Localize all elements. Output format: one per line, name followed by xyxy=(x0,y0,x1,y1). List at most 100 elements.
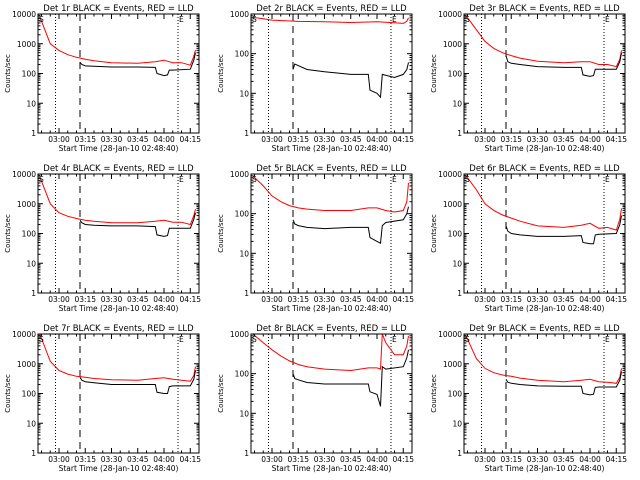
y-tick-label: 1 xyxy=(457,449,462,458)
panel-title: Det 2r BLACK = Events, RED = LLD xyxy=(256,4,407,14)
panel-title: Det 3r BLACK = Events, RED = LLD xyxy=(469,4,620,14)
panel-title: Det 4r BLACK = Events, RED = LLD xyxy=(43,164,194,174)
x-tick-label: 04:00 xyxy=(579,135,601,144)
x-tick-label: 03:45 xyxy=(340,295,362,304)
x-tick-label: 03:45 xyxy=(553,135,575,144)
y-tick-label: 10000 xyxy=(12,330,36,339)
x-tick-label: 04:00 xyxy=(366,295,388,304)
x-axis-label: Start Time (28-Jan-10 02:48:40) xyxy=(485,144,605,153)
plot-frame xyxy=(250,13,413,134)
x-tick-label: 03:30 xyxy=(314,295,336,304)
x-axis-label: Start Time (28-Jan-10 02:48:40) xyxy=(485,464,605,473)
y-tick-label: 1000 xyxy=(443,360,462,369)
panel-title: Det 6r BLACK = Events, RED = LLD xyxy=(469,164,620,174)
y-tick-label: 100 xyxy=(235,370,250,379)
x-tick-label: 03:30 xyxy=(527,135,549,144)
y-tick-label: 1 xyxy=(244,449,249,458)
panel-title: Det 9r BLACK = Events, RED = LLD xyxy=(469,324,620,334)
x-tick-label: 03:15 xyxy=(287,135,309,144)
end-marker-tag: E xyxy=(605,175,610,184)
y-tick-label: 1 xyxy=(457,129,462,138)
y-axis-label: Counts/sec xyxy=(217,54,225,93)
x-tick-label: 03:45 xyxy=(340,135,362,144)
series-line-events xyxy=(79,212,196,237)
y-tick-label: 1000 xyxy=(17,200,36,209)
y-tick-label: 10 xyxy=(26,99,36,108)
detector-panel-7: Det 7r BLACK = Events, RED = LLD 1 10 100 10… xyxy=(4,324,201,473)
y-tick-label: 10000 xyxy=(12,170,36,179)
x-tick-label: 03:15 xyxy=(74,455,96,464)
x-tick-label: 03:30 xyxy=(314,135,336,144)
y-tick-label: 10 xyxy=(452,99,462,108)
x-tick-label: 04:15 xyxy=(179,295,201,304)
x-tick-label: 04:15 xyxy=(605,135,627,144)
y-tick-label: 10000 xyxy=(438,170,462,179)
y-tick-label: 10 xyxy=(239,409,249,418)
series-line-events xyxy=(292,62,409,99)
x-tick-label: 03:15 xyxy=(500,295,522,304)
y-tick-label: 10 xyxy=(26,259,36,268)
series-line-events xyxy=(292,349,409,407)
series-line-lld xyxy=(465,15,622,68)
panel-title: Det 1r BLACK = Events, RED = LLD xyxy=(43,4,194,14)
y-tick-label: 1000 xyxy=(17,360,36,369)
y-tick-label: 10 xyxy=(239,249,249,258)
plot-frame xyxy=(37,173,200,294)
plot-frame xyxy=(250,333,413,454)
x-tick-label: 03:45 xyxy=(127,455,149,464)
y-tick-label: 1000 xyxy=(443,200,462,209)
x-tick-label: 03:00 xyxy=(48,295,70,304)
y-axis-label: Counts/sec xyxy=(4,214,12,253)
y-tick-label: 1000 xyxy=(230,330,249,339)
x-tick-label: 03:00 xyxy=(261,295,283,304)
x-axis-label: Start Time (28-Jan-10 02:48:40) xyxy=(272,304,392,313)
x-axis-label: Start Time (28-Jan-10 02:48:40) xyxy=(59,144,179,153)
detector-panel-3: Det 3r BLACK = Events, RED = LLD 1 10 100 10… xyxy=(430,4,627,153)
x-tick-label: 04:00 xyxy=(153,295,175,304)
start-marker-tag: S xyxy=(39,175,44,184)
x-tick-label: 04:00 xyxy=(153,135,175,144)
plot-frame xyxy=(250,173,413,294)
end-marker-tag: E xyxy=(179,335,184,344)
x-axis-label: Start Time (28-Jan-10 02:48:40) xyxy=(272,464,392,473)
x-tick-label: 03:15 xyxy=(287,295,309,304)
x-axis-label: Start Time (28-Jan-10 02:48:40) xyxy=(59,464,179,473)
y-axis-label: Counts/sec xyxy=(4,374,12,413)
y-tick-label: 1000 xyxy=(17,40,36,49)
end-marker-tag: E xyxy=(392,335,397,344)
x-axis-label: Start Time (28-Jan-10 02:48:40) xyxy=(272,144,392,153)
x-tick-label: 04:15 xyxy=(392,135,414,144)
panel-title: Det 8r BLACK = Events, RED = LLD xyxy=(256,324,407,334)
y-axis-label: Counts/sec xyxy=(430,374,438,413)
x-tick-label: 03:45 xyxy=(553,295,575,304)
x-tick-label: 04:00 xyxy=(579,295,601,304)
x-tick-label: 03:00 xyxy=(48,135,70,144)
y-tick-label: 1 xyxy=(31,129,36,138)
x-axis-label: Start Time (28-Jan-10 02:48:40) xyxy=(59,304,179,313)
x-tick-label: 03:00 xyxy=(261,135,283,144)
x-tick-label: 03:00 xyxy=(474,295,496,304)
y-tick-label: 10 xyxy=(26,419,36,428)
y-tick-label: 10 xyxy=(452,259,462,268)
start-marker-tag: S xyxy=(39,335,44,344)
detector-panel-2: Det 2r BLACK = Events, RED = LLD 1 10 100 10… xyxy=(217,4,414,153)
detector-panel-9: Det 9r BLACK = Events, RED = LLD 1 10 100 10… xyxy=(430,324,627,473)
x-tick-label: 04:15 xyxy=(179,455,201,464)
x-tick-label: 03:00 xyxy=(474,135,496,144)
x-tick-label: 04:15 xyxy=(392,455,414,464)
x-tick-label: 03:30 xyxy=(527,295,549,304)
y-axis-label: Counts/sec xyxy=(430,54,438,93)
start-marker-tag: S xyxy=(465,335,470,344)
series-line-lld xyxy=(252,175,409,213)
y-axis-label: Counts/sec xyxy=(217,214,225,253)
x-tick-label: 03:45 xyxy=(127,135,149,144)
y-tick-label: 10000 xyxy=(438,10,462,19)
y-axis-label: Counts/sec xyxy=(217,374,225,413)
x-tick-label: 04:15 xyxy=(179,135,201,144)
y-tick-label: 1 xyxy=(244,289,249,298)
y-tick-label: 1 xyxy=(244,129,249,138)
y-tick-label: 10000 xyxy=(438,330,462,339)
x-tick-label: 03:00 xyxy=(48,455,70,464)
x-tick-label: 03:00 xyxy=(261,455,283,464)
